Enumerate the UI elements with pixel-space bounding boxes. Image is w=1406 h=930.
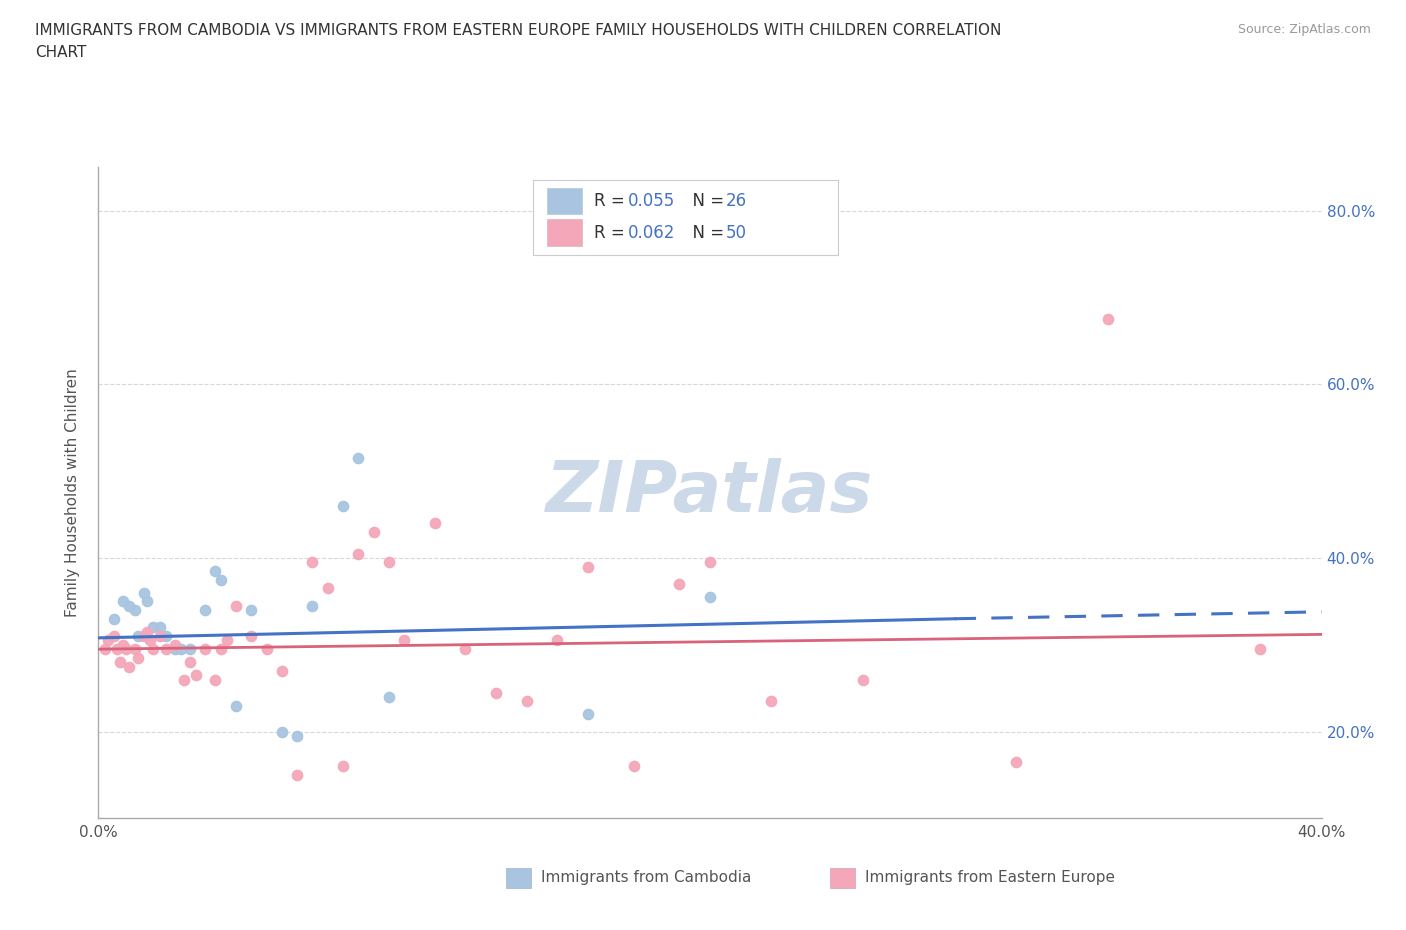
Point bbox=[316, 581, 339, 596]
Point bbox=[852, 672, 875, 687]
Point bbox=[347, 546, 370, 561]
Point bbox=[155, 642, 177, 657]
Point bbox=[699, 590, 721, 604]
FancyBboxPatch shape bbox=[547, 219, 582, 246]
Text: 0.055: 0.055 bbox=[628, 193, 675, 210]
Point bbox=[270, 724, 292, 739]
Text: CHART: CHART bbox=[35, 45, 87, 60]
Text: N =: N = bbox=[682, 193, 730, 210]
Point bbox=[363, 525, 385, 539]
Point bbox=[378, 689, 401, 704]
Text: Immigrants from Eastern Europe: Immigrants from Eastern Europe bbox=[865, 870, 1115, 885]
Point bbox=[1249, 642, 1271, 657]
FancyBboxPatch shape bbox=[533, 180, 838, 256]
Point bbox=[124, 603, 146, 618]
Text: Source: ZipAtlas.com: Source: ZipAtlas.com bbox=[1237, 23, 1371, 36]
FancyBboxPatch shape bbox=[547, 188, 582, 214]
Point bbox=[163, 637, 186, 652]
Point bbox=[127, 629, 149, 644]
Text: ZIPatlas: ZIPatlas bbox=[547, 458, 873, 527]
Point bbox=[332, 498, 354, 513]
Point bbox=[270, 663, 292, 678]
Point bbox=[136, 624, 159, 639]
Point bbox=[332, 759, 354, 774]
Point bbox=[209, 642, 232, 657]
Point bbox=[103, 611, 125, 626]
Point bbox=[623, 759, 645, 774]
Point bbox=[97, 633, 120, 648]
Text: R =: R = bbox=[593, 193, 630, 210]
Point bbox=[516, 694, 538, 709]
Point bbox=[204, 564, 226, 578]
Point bbox=[225, 698, 247, 713]
Point bbox=[134, 629, 156, 644]
Point bbox=[142, 620, 165, 635]
Point bbox=[668, 577, 690, 591]
Point bbox=[142, 642, 165, 657]
Point bbox=[173, 672, 195, 687]
Point bbox=[392, 633, 416, 648]
Text: IMMIGRANTS FROM CAMBODIA VS IMMIGRANTS FROM EASTERN EUROPE FAMILY HOUSEHOLDS WIT: IMMIGRANTS FROM CAMBODIA VS IMMIGRANTS F… bbox=[35, 23, 1001, 38]
Point bbox=[179, 655, 201, 670]
Point bbox=[163, 642, 186, 657]
Point bbox=[149, 629, 172, 644]
Point bbox=[423, 516, 446, 531]
Y-axis label: Family Households with Children: Family Households with Children bbox=[65, 368, 80, 618]
Point bbox=[186, 668, 208, 683]
Point bbox=[285, 728, 308, 743]
Point bbox=[209, 572, 232, 587]
Text: R =: R = bbox=[593, 223, 630, 242]
Point bbox=[139, 633, 162, 648]
Point bbox=[118, 598, 141, 613]
Point bbox=[215, 633, 238, 648]
Point bbox=[204, 672, 226, 687]
Point bbox=[115, 642, 138, 657]
Point bbox=[256, 642, 278, 657]
Point bbox=[576, 707, 599, 722]
Point bbox=[301, 598, 323, 613]
Point bbox=[546, 633, 568, 648]
Point bbox=[699, 555, 721, 570]
Point bbox=[127, 650, 149, 665]
Point bbox=[111, 594, 134, 609]
Point bbox=[111, 637, 134, 652]
Point bbox=[485, 685, 508, 700]
Point bbox=[155, 629, 177, 644]
Point bbox=[93, 642, 115, 657]
Point bbox=[105, 642, 128, 657]
Text: Immigrants from Cambodia: Immigrants from Cambodia bbox=[541, 870, 752, 885]
Point bbox=[1004, 754, 1026, 769]
Point bbox=[118, 659, 141, 674]
Point bbox=[194, 642, 217, 657]
Point bbox=[454, 642, 477, 657]
Point bbox=[576, 559, 599, 574]
Point bbox=[108, 655, 131, 670]
Point bbox=[240, 603, 263, 618]
Point bbox=[136, 594, 159, 609]
Text: 0.062: 0.062 bbox=[628, 223, 675, 242]
Point bbox=[347, 451, 370, 466]
Point bbox=[1097, 312, 1119, 326]
Point bbox=[170, 642, 193, 657]
Point bbox=[149, 620, 172, 635]
Point bbox=[225, 598, 247, 613]
Point bbox=[194, 603, 217, 618]
Point bbox=[134, 585, 156, 600]
Point bbox=[124, 642, 146, 657]
Point bbox=[285, 767, 308, 782]
Point bbox=[103, 629, 125, 644]
Point bbox=[378, 555, 401, 570]
Text: 26: 26 bbox=[725, 193, 747, 210]
Point bbox=[301, 555, 323, 570]
Point bbox=[240, 629, 263, 644]
Text: N =: N = bbox=[682, 223, 730, 242]
Point bbox=[179, 642, 201, 657]
Text: 50: 50 bbox=[725, 223, 747, 242]
Point bbox=[759, 694, 782, 709]
